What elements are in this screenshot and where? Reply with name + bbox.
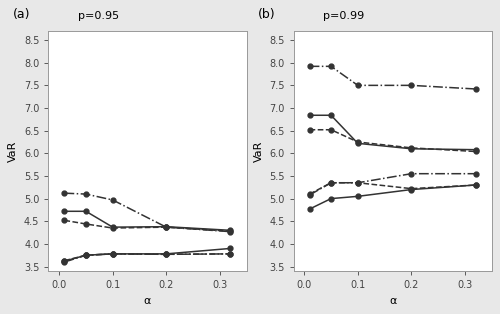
Text: p=0.95: p=0.95 (78, 11, 120, 21)
Text: (b): (b) (258, 8, 276, 21)
X-axis label: α: α (389, 296, 396, 306)
Y-axis label: VaR: VaR (254, 140, 264, 162)
Text: p=0.99: p=0.99 (324, 11, 364, 21)
Text: (a): (a) (13, 8, 30, 21)
X-axis label: α: α (144, 296, 151, 306)
Y-axis label: VaR: VaR (8, 140, 18, 162)
